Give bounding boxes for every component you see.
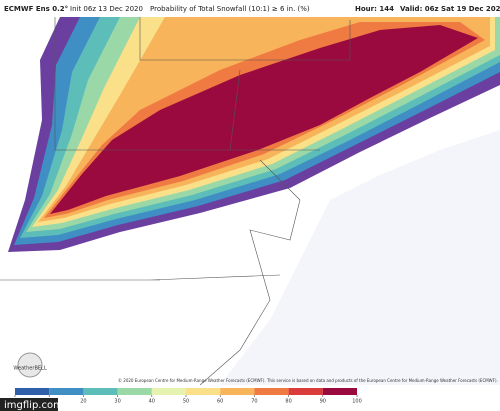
color-swatch xyxy=(322,388,357,395)
colorbar: 0102030405060708090100 xyxy=(13,388,362,405)
color-swatch xyxy=(186,388,221,395)
color-swatch xyxy=(151,388,186,395)
tick-label: 100 xyxy=(352,399,362,405)
product: Probability of Total Snowfall (10:1) ≥ 6… xyxy=(150,5,310,13)
color-swatch xyxy=(117,388,152,395)
color-swatch xyxy=(254,388,289,395)
tick-label: 30 xyxy=(114,399,120,405)
credit: © 2020 European Centre for Medium-Range … xyxy=(118,378,498,383)
color-swatch xyxy=(49,388,84,395)
snowfall-bands xyxy=(8,17,500,252)
coastline xyxy=(199,159,301,386)
tick-label: 70 xyxy=(251,399,257,405)
tick-label: 40 xyxy=(149,399,155,405)
header-bar xyxy=(0,0,500,17)
state-line xyxy=(0,274,281,281)
tick-label: 90 xyxy=(320,399,326,405)
color-swatch xyxy=(15,388,50,395)
init: Init 06z 13 Dec 2020 xyxy=(70,5,143,13)
color-swatch xyxy=(288,388,323,395)
model: ECMWF Ens 0.2° xyxy=(4,5,68,13)
tick-label: 80 xyxy=(285,399,291,405)
boundaries xyxy=(0,17,351,386)
logo: WeatherBELL xyxy=(13,366,46,372)
band xyxy=(50,25,478,214)
state-line xyxy=(54,17,351,151)
watermark-bg xyxy=(0,398,58,411)
tick-label: 50 xyxy=(183,399,189,405)
tick-label: 60 xyxy=(217,399,223,405)
tick-label: 20 xyxy=(80,399,86,405)
valid: Valid: 06z Sat 19 Dec 2020 xyxy=(400,5,500,13)
logo-mark xyxy=(17,352,43,378)
color-swatch xyxy=(220,388,255,395)
color-swatch xyxy=(83,388,118,395)
watermark: imgflip.com xyxy=(4,400,63,411)
hour: Hour: 144 xyxy=(355,5,394,13)
